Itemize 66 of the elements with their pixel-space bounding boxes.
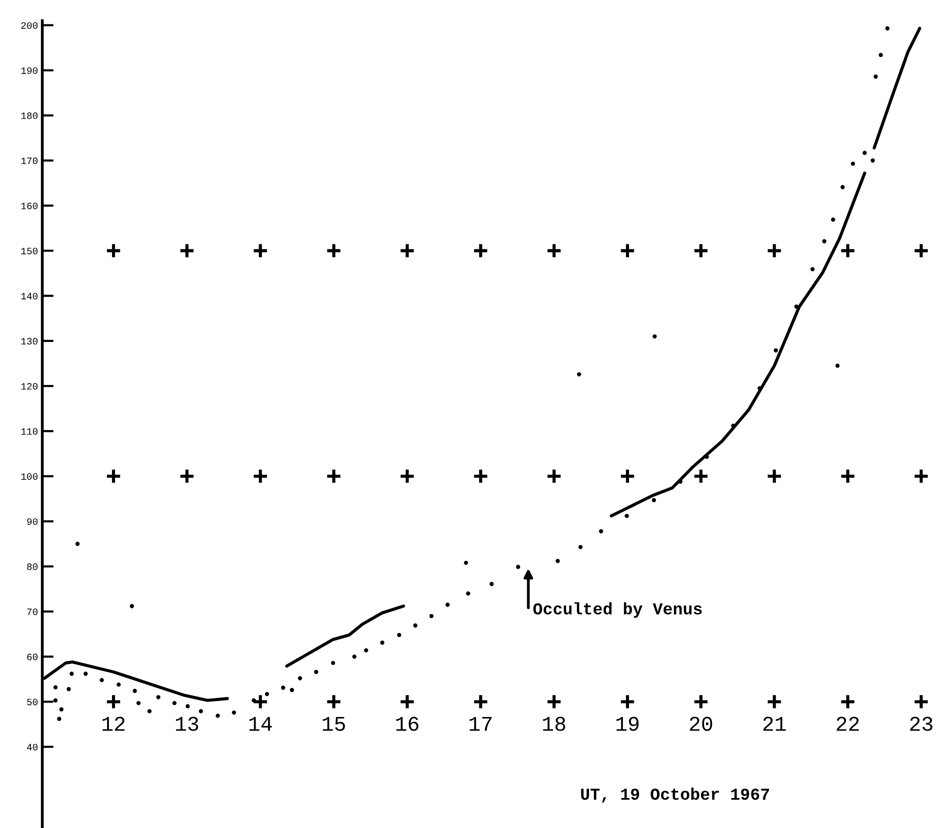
x-tick-label: 22 — [836, 716, 859, 731]
y-tick-label: 50 — [27, 698, 38, 706]
point — [692, 694, 710, 710]
x-tick-label: 15 — [322, 716, 345, 731]
y-tick-label: 140 — [21, 292, 38, 300]
y-tick-label: 190 — [21, 67, 38, 74]
x-tick-label: 20 — [690, 716, 712, 731]
y-tick-label: 80 — [27, 563, 38, 570]
point — [178, 242, 196, 259]
point — [472, 468, 489, 484]
point — [913, 694, 930, 710]
y-tick-label: 100 — [21, 473, 38, 480]
point — [399, 468, 416, 484]
x-tick-label: 14 — [249, 716, 272, 731]
annotation: Occulted by Venus — [533, 602, 702, 618]
point — [546, 242, 562, 259]
point — [766, 468, 782, 484]
y-tick-label: 160 — [21, 202, 38, 210]
point — [252, 242, 268, 259]
x-tick-label: 17 — [470, 716, 492, 731]
point — [252, 468, 268, 484]
x-tick-label: 13 — [176, 716, 198, 731]
x-tick-label: 18 — [543, 716, 566, 731]
y-tick-label: 200 — [21, 22, 38, 29]
point — [399, 694, 416, 710]
y-tick-label: 90 — [27, 518, 38, 525]
point — [326, 242, 342, 259]
y-tick-label: 180 — [21, 112, 38, 120]
point — [619, 468, 636, 484]
point — [913, 242, 930, 259]
point — [692, 468, 710, 484]
y-tick-label: 120 — [21, 383, 38, 390]
point — [252, 694, 268, 710]
x-tick-label: 16 — [396, 716, 418, 731]
point — [105, 694, 122, 710]
point — [913, 468, 930, 484]
point — [399, 242, 416, 259]
y-tick-label: 40 — [26, 744, 38, 750]
x-axis-title: UT, 19 October 1967 — [581, 788, 769, 803]
point — [692, 242, 710, 259]
point — [105, 242, 122, 259]
point — [546, 694, 562, 710]
point — [840, 242, 856, 259]
point — [472, 242, 489, 259]
y-tick-label: 130 — [21, 338, 38, 345]
point — [766, 242, 782, 259]
point — [619, 694, 636, 710]
point — [619, 242, 636, 259]
x-tick-label: 23 — [910, 716, 932, 731]
y-tick-label: 110 — [21, 428, 38, 435]
y-tick-label: 150 — [21, 248, 38, 254]
x-tick-label: 21 — [763, 716, 786, 731]
point — [326, 468, 342, 484]
x-tick-label: 19 — [616, 716, 639, 731]
y-tick-label: 60 — [27, 654, 38, 660]
x-tick-label: 12 — [102, 716, 125, 731]
point — [546, 468, 562, 484]
y-tick-label: 70 — [27, 608, 38, 616]
y-tick-label: 170 — [21, 158, 38, 164]
point — [840, 694, 856, 710]
point — [840, 468, 856, 484]
point — [766, 694, 782, 710]
point — [326, 694, 342, 710]
point — [105, 468, 122, 484]
point — [472, 694, 489, 710]
point — [178, 468, 196, 484]
